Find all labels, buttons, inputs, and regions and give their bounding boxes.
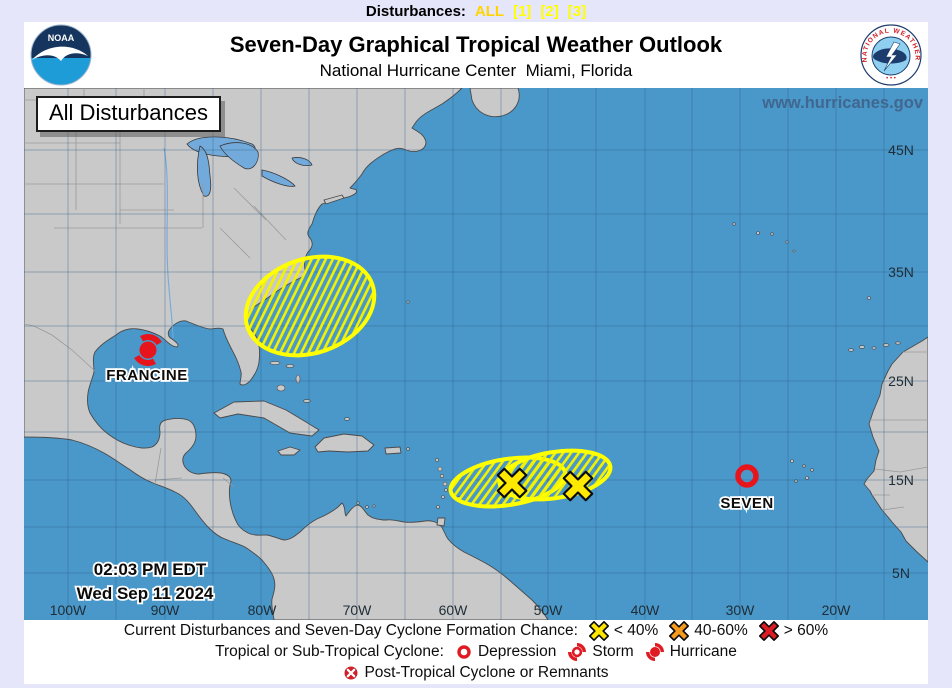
grid-lines — [24, 88, 928, 620]
lat-label: 15N — [888, 472, 914, 488]
legend-item-label: Hurricane — [669, 643, 737, 660]
cuba — [213, 400, 320, 437]
lon-label: 20W — [822, 602, 852, 618]
lat-label: 5N — [892, 565, 910, 581]
legend-row-cyclone-types: Tropical or Sub-Tropical Cyclone: Depres… — [24, 642, 928, 663]
header-titles: Seven-Day Graphical Tropical Weather Out… — [92, 30, 860, 81]
legend-item-label: Post-Tropical Cyclone or Remnants — [364, 664, 609, 681]
link-disturbance-2[interactable]: [2] — [540, 2, 559, 20]
nws-logo-stars: • • • — [886, 76, 896, 82]
disturbances-label: Disturbances: — [365, 2, 466, 20]
hispaniola — [314, 433, 375, 453]
noaa-logo: NOAA — [30, 24, 92, 86]
yellow-x-icon — [588, 621, 609, 641]
depression-icon — [457, 645, 471, 659]
post-tropical-icon — [343, 665, 359, 681]
disturbance-areas — [232, 240, 613, 509]
lon-label: 90W — [151, 602, 181, 618]
longitude-labels: 100W 90W 80W 70W 60W 50W 40W 30W 20W — [50, 602, 851, 618]
lon-label: 80W — [248, 602, 278, 618]
latitude-labels: 45N 35N 25N 15N 5N — [888, 142, 914, 581]
lon-label: 50W — [534, 602, 564, 618]
newfoundland — [469, 87, 520, 118]
mississippi-river — [163, 147, 174, 339]
timestamp-date: Wed Sep 11 2024 — [77, 584, 214, 603]
long-island — [323, 194, 345, 205]
atlantic-basin-map: FRANCINE SEVEN www.hurricanes.gov 02:03 … — [23, 87, 929, 621]
hurricanes-gov-watermark: www.hurricanes.gov — [761, 94, 924, 112]
outlook-map[interactable]: FRANCINE SEVEN www.hurricanes.gov 02:03 … — [23, 87, 929, 621]
legend-item-label: > 60% — [783, 622, 829, 639]
lon-label: 30W — [726, 602, 756, 618]
lat-label: 45N — [888, 142, 914, 158]
view-mode-label: All Disturbances — [36, 96, 221, 132]
small-islands — [269, 222, 901, 509]
legend-item-post-tropical: Post-Tropical Cyclone or Remnants — [343, 664, 609, 682]
lon-label: 60W — [439, 602, 469, 618]
page-subtitle: National Hurricane Center Miami, Florida — [319, 60, 633, 80]
link-all-disturbances[interactable]: ALL — [474, 2, 505, 20]
storm-label-francine: FRANCINE — [106, 367, 188, 384]
legend-row-formation-chance: Current Disturbances and Seven-Day Cyclo… — [24, 621, 928, 642]
legend-item-hurricane: Hurricane — [645, 642, 737, 662]
legend-item-label: Storm — [592, 643, 634, 660]
tropical-storm-icon — [568, 643, 587, 661]
legend-item-label: < 40% — [613, 622, 659, 639]
noaa-logo-text: NOAA — [48, 33, 75, 43]
page-title: Seven-Day Graphical Tropical Weather Out… — [229, 31, 723, 57]
trinidad — [436, 517, 446, 527]
red-x-icon — [758, 621, 779, 641]
lon-label: 40W — [631, 602, 661, 618]
timestamp-time: 02:03 PM EDT — [94, 560, 207, 579]
lon-label: 70W — [343, 602, 373, 618]
hurricane-icon — [645, 643, 664, 661]
legend-line2-label: Tropical or Sub-Tropical Cyclone: — [215, 643, 444, 660]
legend-line1-label: Current Disturbances and Seven-Day Cyclo… — [123, 622, 578, 639]
landmasses — [23, 87, 929, 621]
legend-item-lt40: < 40% — [588, 621, 659, 641]
legend-item-40-60: 40-60% — [669, 621, 748, 641]
legend-row-post-tropical: Post-Tropical Cyclone or Remnants — [24, 663, 928, 684]
great-lakes — [186, 136, 313, 197]
lon-label: 100W — [50, 602, 87, 618]
jamaica — [277, 446, 301, 456]
puerto-rico — [384, 446, 402, 455]
nws-logo: NATIONAL WEATHER SERVICE • • • — [860, 24, 922, 86]
legend-item-storm: Storm — [567, 642, 634, 662]
lat-label: 25N — [888, 373, 914, 389]
legend-item-label: 40-60% — [694, 622, 748, 639]
legend-item-label: Depression — [477, 643, 557, 660]
africa-landmass — [863, 336, 929, 563]
orange-x-icon — [669, 621, 690, 641]
page-header: NOAA Seven-Day Graphical Tropical Weathe… — [24, 22, 928, 88]
lat-label: 35N — [888, 264, 914, 280]
link-disturbance-3[interactable]: [3] — [567, 2, 587, 20]
storm-label-seven: SEVEN — [720, 495, 773, 512]
map-legend: Current Disturbances and Seven-Day Cyclo… — [24, 620, 928, 684]
disturbance-link-bar: Disturbances: ALL [1] [2] [3] — [0, 0, 952, 22]
disturbance-area-southeast-coast[interactable] — [232, 240, 387, 372]
link-disturbance-1[interactable]: [1] — [513, 2, 532, 20]
legend-item-gt60: > 60% — [758, 621, 829, 641]
depression-seven-icon[interactable] — [735, 464, 759, 488]
legend-item-depression: Depression — [455, 643, 556, 661]
